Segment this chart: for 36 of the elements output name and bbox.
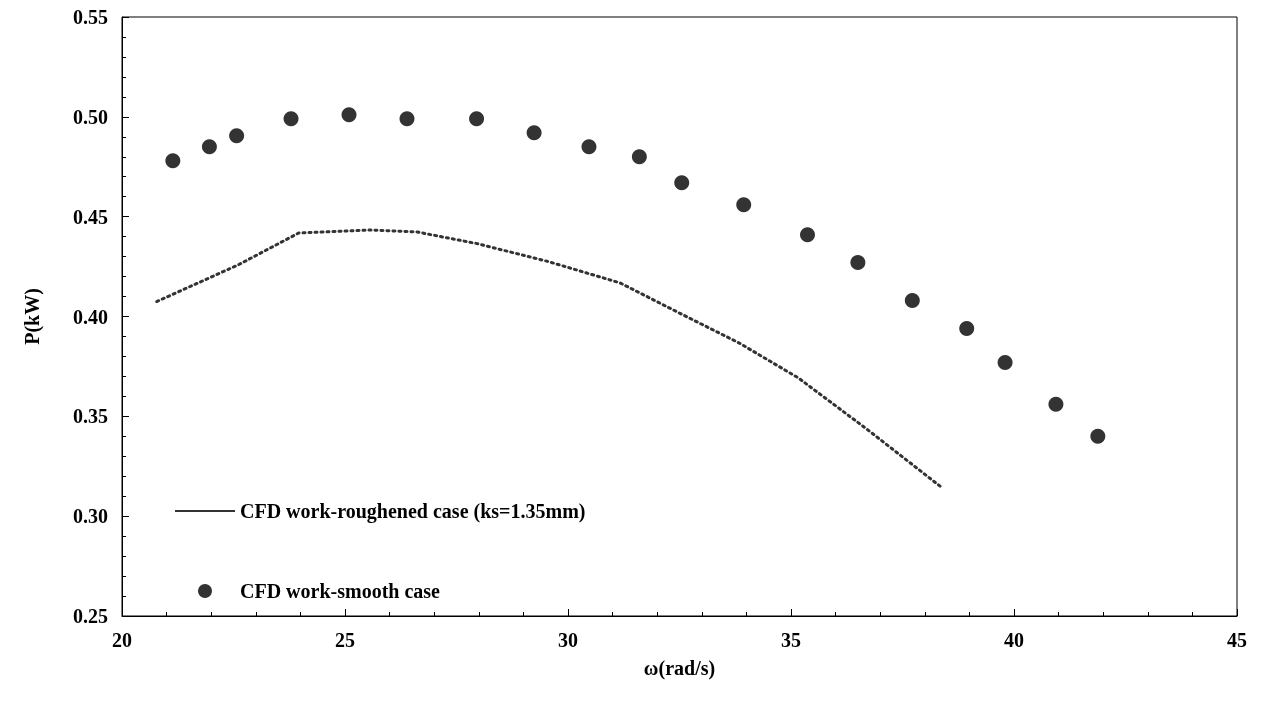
x-tick-label: 25	[335, 629, 355, 651]
point	[736, 197, 752, 213]
y-tick-label: 0.35	[73, 405, 108, 428]
point	[283, 111, 299, 127]
point	[674, 175, 690, 191]
x-axis-title: ω(rad/s)	[643, 657, 716, 680]
point	[959, 320, 975, 336]
legend-label: CFD work-smooth case	[240, 580, 441, 602]
x-tick-label: 45	[1227, 629, 1247, 651]
point	[800, 227, 815, 243]
point	[997, 354, 1013, 370]
y-tick-label: 0.40	[73, 305, 108, 328]
point	[631, 149, 647, 165]
point	[581, 139, 597, 155]
point	[201, 139, 217, 155]
legend-label: CFD work-roughened case (ks=1.35mm)	[240, 500, 586, 523]
y-tick-label: 0.55	[73, 6, 108, 28]
point	[165, 153, 181, 169]
point	[904, 293, 920, 309]
point	[341, 107, 357, 123]
x-tick-label: 20	[112, 629, 132, 651]
point	[1090, 428, 1106, 444]
y-tick-label: 0.30	[73, 505, 108, 528]
y-tick-label: 0.25	[73, 605, 108, 627]
point	[229, 128, 245, 144]
y-tick-label: 0.45	[73, 205, 108, 228]
point	[1048, 396, 1064, 412]
point	[399, 111, 415, 127]
point	[526, 125, 542, 141]
y-tick-label: 0.50	[73, 105, 108, 128]
x-tick-label: 40	[1004, 629, 1024, 651]
x-tick-label: 30	[558, 629, 578, 651]
x-tick-label: 35	[781, 629, 801, 651]
point	[850, 255, 866, 271]
point	[469, 111, 485, 127]
y-axis-title: P(kW)	[21, 288, 44, 345]
